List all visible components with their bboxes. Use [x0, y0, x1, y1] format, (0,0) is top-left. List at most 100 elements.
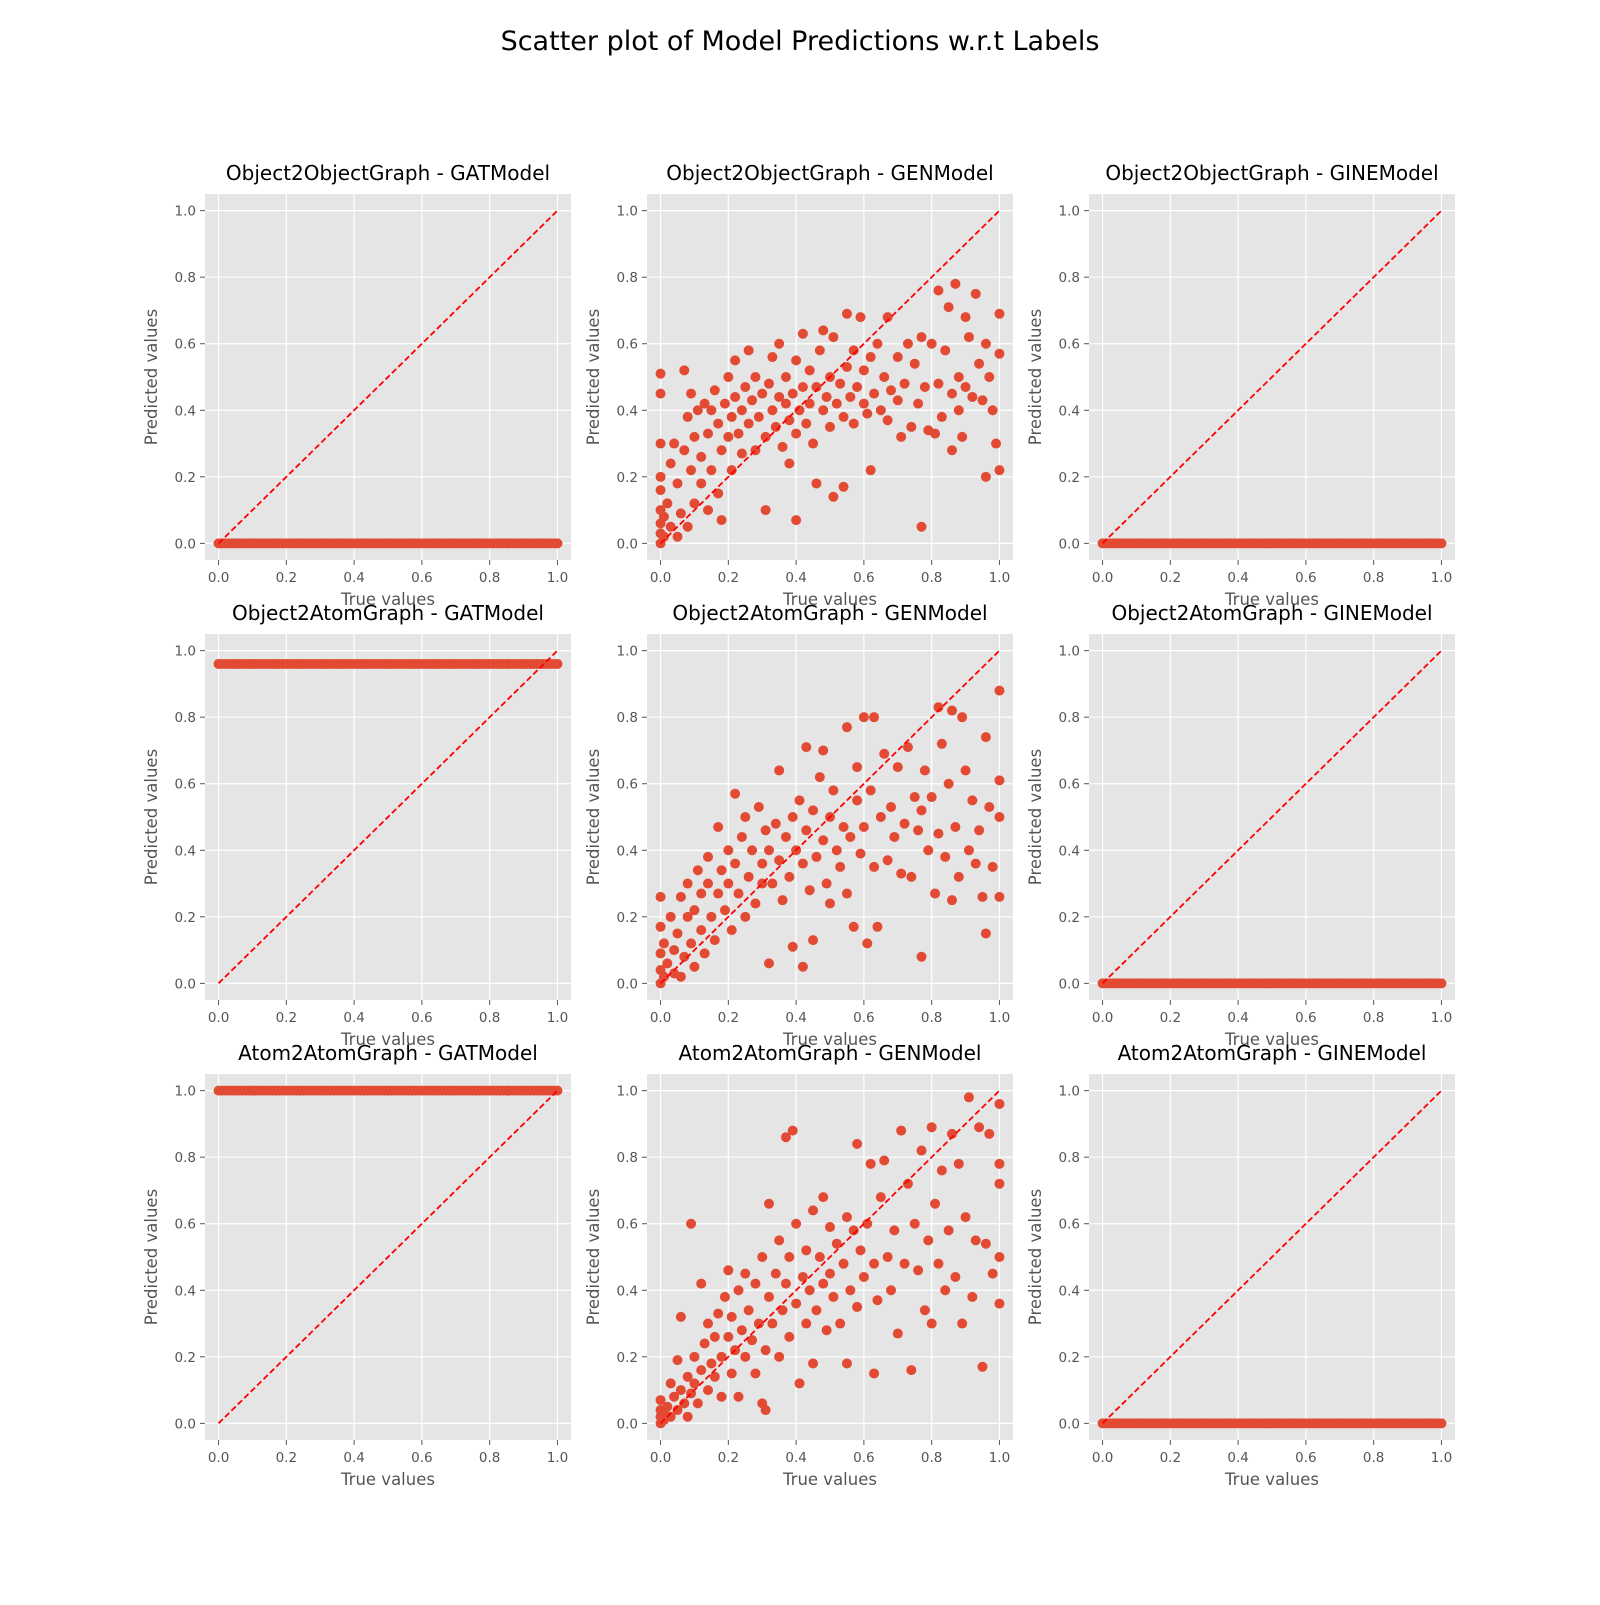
x-axis-label: True values	[1224, 590, 1319, 609]
data-point	[723, 431, 734, 442]
data-point	[713, 821, 724, 832]
data-point	[852, 1138, 863, 1149]
data-point	[825, 898, 835, 909]
data-point	[916, 805, 927, 816]
y-tick-label: 0.0	[617, 976, 638, 992]
data-point	[794, 1378, 805, 1389]
x-tick-label: 0.4	[343, 1450, 364, 1466]
y-tick-label: 0.4	[617, 1283, 638, 1299]
data-point	[960, 765, 971, 776]
x-tick-label: 0.8	[1363, 1450, 1384, 1466]
data-point	[906, 871, 917, 882]
data-point	[865, 465, 876, 476]
data-point	[991, 438, 1002, 449]
data-point	[963, 1092, 974, 1103]
data-point	[930, 428, 941, 439]
data-point	[913, 825, 924, 836]
y-tick-label: 1.0	[175, 1084, 196, 1100]
data-point	[970, 1235, 981, 1246]
data-point	[852, 381, 863, 392]
data-point	[730, 788, 741, 799]
data-point	[808, 935, 819, 946]
data-point	[899, 378, 910, 389]
data-point	[689, 1351, 700, 1362]
data-point	[665, 1411, 676, 1422]
data-point	[760, 1405, 771, 1416]
data-point	[780, 372, 791, 382]
x-tick-label: 0.0	[208, 1450, 229, 1466]
data-point	[811, 851, 822, 862]
x-tick-label: 0.2	[276, 570, 297, 586]
data-point	[882, 312, 893, 323]
data-point	[919, 765, 930, 776]
x-tick-label: 0.0	[208, 1010, 229, 1026]
data-point	[933, 702, 944, 713]
data-point	[818, 835, 829, 846]
data-point	[1436, 978, 1447, 989]
data-point	[655, 485, 666, 496]
data-point	[814, 772, 825, 783]
data-point	[808, 805, 819, 816]
data-point	[808, 1205, 819, 1216]
data-point	[845, 1285, 856, 1296]
data-point	[686, 465, 697, 476]
data-point	[774, 1351, 785, 1362]
data-point	[730, 355, 741, 366]
data-point	[926, 1318, 937, 1329]
y-tick-label: 0.4	[617, 403, 638, 419]
data-point	[780, 831, 791, 842]
data-point	[655, 471, 666, 482]
y-tick-label: 0.2	[1059, 910, 1080, 926]
data-point	[791, 428, 802, 439]
data-point	[869, 388, 880, 399]
data-point	[658, 531, 669, 542]
data-point	[980, 928, 991, 939]
x-axis-label: True values	[1224, 1470, 1319, 1489]
data-point	[994, 775, 1005, 786]
data-point	[719, 905, 730, 916]
data-point	[994, 891, 1005, 902]
data-point	[814, 1252, 825, 1262]
data-point	[909, 1218, 920, 1229]
data-point	[916, 951, 927, 962]
scatter-panel: 0.0 0.2 0.4 0.6 0.8 1.0 0.0 0.2 0.4 0.6 0.8 1.0 Atom…	[1026, 1041, 1455, 1489]
data-point	[662, 958, 673, 969]
data-point	[774, 338, 785, 349]
data-point	[764, 378, 774, 389]
y-tick-label: 1.0	[1059, 1084, 1080, 1100]
data-point	[943, 778, 954, 789]
data-point	[747, 845, 758, 856]
data-point	[669, 438, 680, 449]
data-point	[665, 458, 676, 469]
panel-title: Object2AtomGraph - GATModel	[232, 601, 544, 625]
x-axis-label: True values	[340, 1030, 435, 1049]
y-tick-label: 0.2	[175, 910, 196, 926]
x-tick-label: 1.0	[547, 1450, 568, 1466]
data-point	[852, 762, 863, 773]
scatter-panel: 0.0 0.2 0.4 0.6 0.8 1.0 0.0 0.2 0.4 0.6 0.8 1.0 Atom…	[584, 1041, 1013, 1489]
data-point	[669, 945, 680, 956]
x-tick-label: 1.0	[1431, 1450, 1452, 1466]
data-point	[848, 345, 859, 356]
data-point	[692, 1398, 703, 1409]
data-point	[770, 818, 781, 829]
y-tick-label: 0.2	[175, 470, 196, 486]
data-point	[943, 302, 954, 313]
data-point	[760, 505, 771, 516]
data-point	[750, 372, 761, 382]
data-point	[706, 465, 717, 476]
data-point	[970, 288, 981, 299]
y-tick-label: 0.4	[1059, 843, 1080, 859]
data-point	[689, 431, 700, 442]
data-point	[919, 1305, 930, 1316]
y-tick-label: 0.4	[1059, 403, 1080, 419]
x-tick-label: 0.6	[853, 570, 874, 586]
data-point	[835, 378, 846, 389]
x-tick-label: 0.2	[276, 1450, 297, 1466]
x-tick-label: 0.2	[718, 570, 739, 586]
x-tick-label: 1.0	[989, 1010, 1010, 1026]
data-point	[743, 1305, 754, 1316]
reference-line	[659, 1089, 1001, 1425]
data-point	[733, 428, 744, 439]
data-point	[916, 332, 927, 343]
